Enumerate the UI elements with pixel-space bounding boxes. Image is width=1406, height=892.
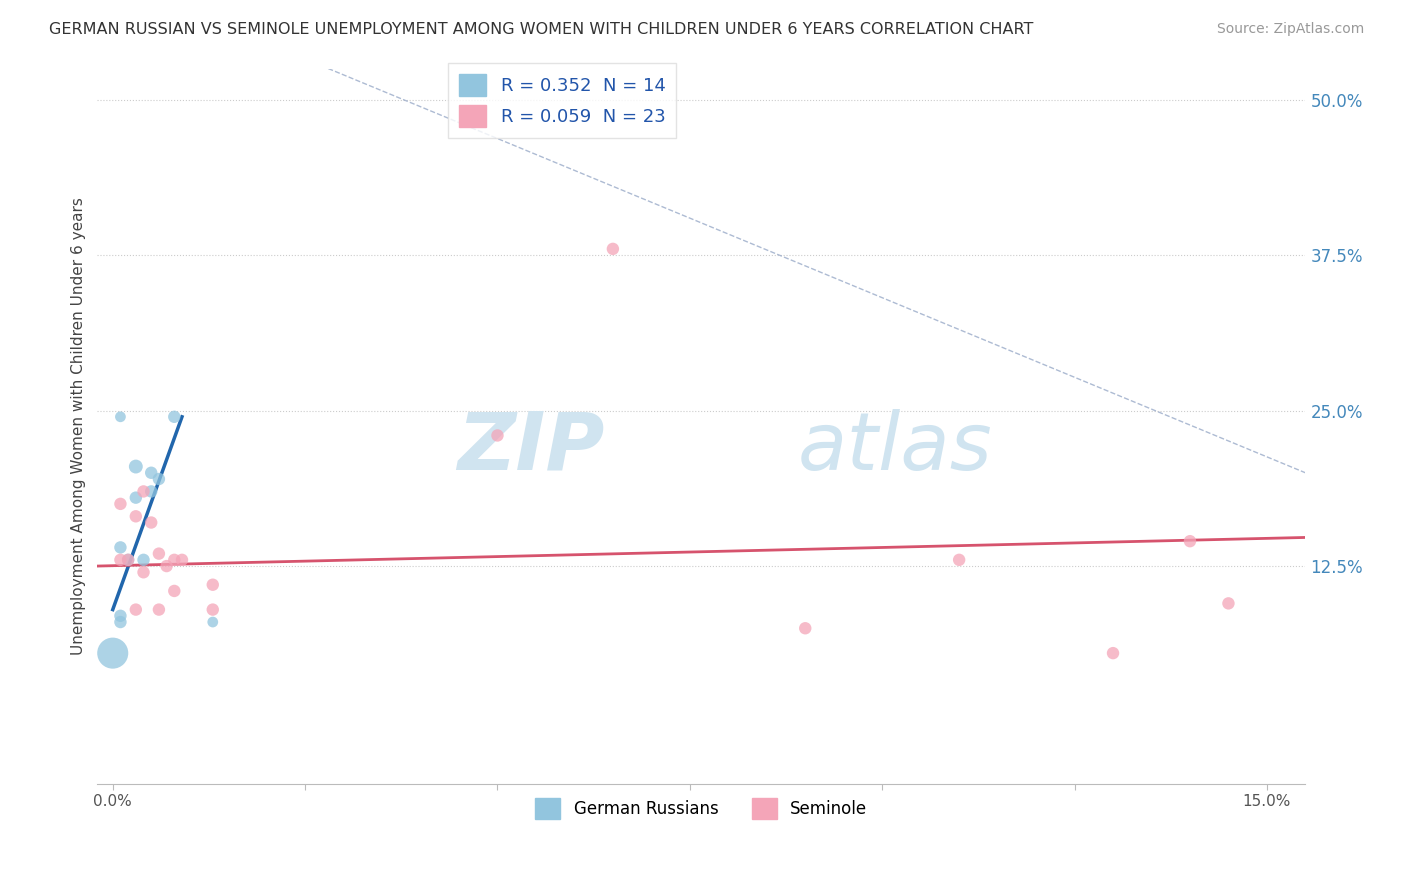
Point: [110, 497, 132, 511]
Point: [602, 242, 624, 256]
Point: [201, 615, 224, 629]
Point: [125, 491, 148, 505]
Y-axis label: Unemployment Among Women with Children Under 6 years: Unemployment Among Women with Children U…: [72, 197, 86, 655]
Point: [125, 459, 148, 474]
Point: [148, 547, 170, 561]
Point: [141, 466, 163, 480]
Point: [117, 553, 139, 567]
Point: [948, 553, 970, 567]
Point: [201, 578, 224, 592]
Point: [132, 484, 155, 499]
Point: [1102, 646, 1125, 660]
Point: [110, 608, 132, 623]
Point: [117, 553, 139, 567]
Text: Source: ZipAtlas.com: Source: ZipAtlas.com: [1216, 22, 1364, 37]
Point: [125, 509, 148, 524]
Point: [201, 602, 224, 616]
Point: [110, 615, 132, 629]
Point: [110, 541, 132, 555]
Point: [163, 553, 186, 567]
Point: [132, 553, 155, 567]
Point: [1218, 596, 1240, 610]
Text: ZIP: ZIP: [457, 409, 605, 486]
Point: [148, 472, 170, 486]
Point: [163, 583, 186, 598]
Point: [486, 428, 509, 442]
Point: [155, 559, 177, 574]
Legend: German Russians, Seminole: German Russians, Seminole: [529, 792, 875, 825]
Point: [163, 409, 186, 424]
Point: [141, 484, 163, 499]
Point: [141, 516, 163, 530]
Point: [101, 646, 124, 660]
Point: [1178, 534, 1201, 549]
Point: [125, 602, 148, 616]
Point: [110, 553, 132, 567]
Text: atlas: atlas: [799, 409, 993, 486]
Text: GERMAN RUSSIAN VS SEMINOLE UNEMPLOYMENT AMONG WOMEN WITH CHILDREN UNDER 6 YEARS : GERMAN RUSSIAN VS SEMINOLE UNEMPLOYMENT …: [49, 22, 1033, 37]
Point: [110, 409, 132, 424]
Point: [148, 602, 170, 616]
Point: [170, 553, 193, 567]
Point: [132, 566, 155, 580]
Point: [794, 621, 817, 635]
